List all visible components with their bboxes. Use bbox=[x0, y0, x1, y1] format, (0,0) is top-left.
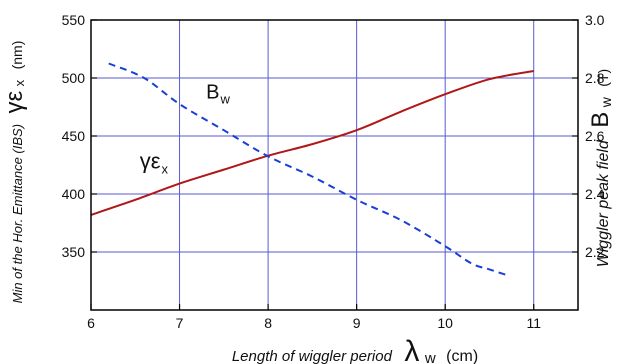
series-annotations: γεx Bw bbox=[140, 81, 231, 176]
annotation-subscript: x bbox=[162, 161, 169, 176]
x-tick-label: 9 bbox=[353, 315, 361, 331]
y-right-symbol-sub: w bbox=[598, 96, 614, 108]
x-tick-label: 8 bbox=[264, 315, 272, 331]
annotation-bw: Bw bbox=[206, 81, 230, 106]
series-line-emittance bbox=[90, 70, 534, 216]
x-tick-label: 11 bbox=[526, 315, 541, 331]
x-tick-label: 6 bbox=[87, 315, 95, 331]
y-right-tick-label: 3.0 bbox=[585, 12, 605, 28]
y-right-label-text: Wiggler peak field bbox=[595, 139, 612, 267]
y-right-tick-label: 2.2 bbox=[585, 244, 605, 260]
y-right-symbol: B bbox=[587, 112, 614, 128]
axis-ticks: 6 7 8 9 10 11 350 400 450 500 550 2.2 2.4 2.6 2.8 3.0 bbox=[62, 12, 605, 331]
y-left-tick-label: 550 bbox=[62, 12, 86, 28]
x-axis-label: Length of wiggler period λ w (cm) bbox=[232, 335, 478, 364]
y-right-tick-label: 2.6 bbox=[585, 128, 605, 144]
y-left-tick-label: 500 bbox=[62, 70, 86, 86]
y-left-symbol: γε bbox=[1, 91, 28, 114]
annotation-emittance: γεx bbox=[140, 148, 169, 176]
y-left-tick-label: 450 bbox=[62, 128, 86, 144]
series-line-bw bbox=[108, 62, 508, 277]
annotation-symbol: B bbox=[206, 81, 219, 103]
x-axis-symbol: λ bbox=[404, 335, 419, 364]
x-tick-label: 7 bbox=[176, 315, 184, 331]
y-left-tick-label: 350 bbox=[62, 244, 86, 260]
series-layer bbox=[90, 62, 534, 277]
y-left-unit: (nm) bbox=[9, 41, 25, 70]
y-right-tick-label: 2.4 bbox=[585, 186, 605, 202]
y-right-unit: (T) bbox=[595, 69, 611, 87]
x-axis-symbol-sub: w bbox=[424, 350, 436, 364]
y-right-tick-label: 2.8 bbox=[585, 70, 605, 86]
y-right-axis-label: Wiggler peak field B w (T) bbox=[587, 69, 615, 267]
annotation-subscript: w bbox=[219, 91, 230, 106]
y-left-label-text: Min of the Hor. Emittance (IBS) bbox=[10, 124, 25, 303]
y-left-axis-label: Min of the Hor. Emittance (IBS) γε x (nm… bbox=[1, 41, 28, 304]
y-left-tick-label: 400 bbox=[62, 186, 86, 202]
x-tick-label: 10 bbox=[437, 315, 453, 331]
x-axis-label-text: Length of wiggler period bbox=[232, 348, 393, 364]
annotation-symbol: γε bbox=[140, 148, 161, 173]
x-axis-unit: (cm) bbox=[446, 348, 478, 364]
plot-frame bbox=[90, 19, 579, 311]
y-left-symbol-sub: x bbox=[12, 79, 27, 86]
